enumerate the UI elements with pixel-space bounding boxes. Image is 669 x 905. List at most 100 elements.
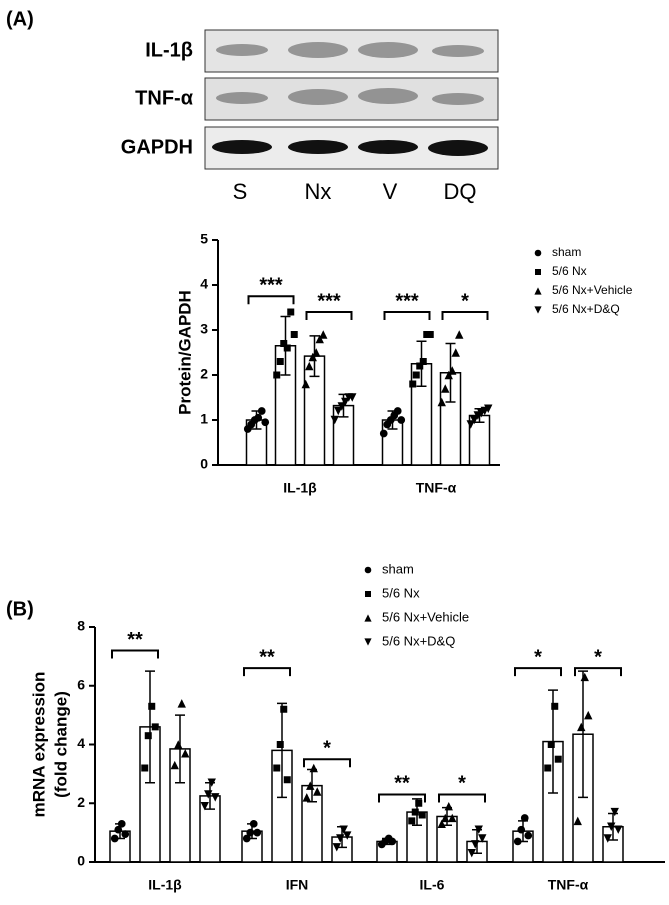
data-point — [437, 397, 446, 407]
data-point — [409, 380, 417, 388]
data-point — [513, 837, 522, 846]
blot-lane-label: V — [383, 179, 398, 204]
data-point — [444, 801, 453, 811]
data-point — [257, 407, 266, 415]
data-point — [484, 404, 493, 413]
significance-label: * — [458, 773, 466, 795]
x-tick-label: IL-6 — [420, 877, 445, 893]
data-point — [478, 834, 487, 843]
significance-label: *** — [395, 290, 419, 312]
significance-bracket — [247, 295, 295, 305]
blot-lane-label: Nx — [305, 179, 332, 204]
data-point — [554, 755, 562, 763]
significance-bracket — [305, 311, 353, 320]
data-point — [426, 331, 434, 338]
data-point — [341, 397, 350, 407]
y-axis-label: mRNA expression — [29, 672, 48, 818]
x-tick-label: IL-1β — [148, 877, 182, 893]
data-point — [534, 287, 542, 295]
data-point — [254, 413, 263, 422]
significance-bracket — [441, 311, 489, 320]
data-point — [319, 330, 328, 339]
data-point — [170, 760, 179, 770]
legend-label: 5/6 Nx — [552, 264, 587, 278]
data-point — [211, 793, 220, 802]
data-point — [246, 828, 255, 837]
data-point — [535, 269, 541, 275]
blot — [204, 29, 499, 170]
significance-label: ** — [127, 629, 143, 651]
significance-bracket — [111, 649, 159, 659]
data-point — [573, 816, 582, 826]
data-point — [455, 330, 464, 339]
significance-bracket — [303, 758, 351, 768]
data-point — [312, 348, 321, 357]
data-point — [419, 358, 427, 365]
data-point — [337, 402, 346, 411]
data-point — [393, 407, 402, 415]
bands — [212, 140, 488, 156]
data-point — [364, 638, 372, 646]
y-tick-label: 5 — [200, 231, 208, 247]
chart: 0 2 4 6 8 mRNA expression (fold change) IL-1β IF… — [29, 561, 665, 893]
data-point — [151, 723, 159, 731]
data-point — [249, 819, 258, 828]
y-tick-label: 4 — [200, 276, 208, 292]
data-point — [471, 840, 480, 849]
y-axis-label: Protein/GAPDH — [175, 290, 194, 415]
data-point — [524, 831, 533, 840]
significance-label: ** — [259, 646, 275, 668]
data-point — [547, 741, 555, 748]
significance-bracket — [514, 667, 562, 677]
data-point — [301, 379, 310, 389]
data-point — [470, 415, 479, 425]
blot-lane-label: DQ — [444, 179, 477, 204]
error-bar — [277, 702, 287, 799]
data-point — [204, 790, 213, 799]
data-point — [614, 825, 623, 834]
significance-label: *** — [259, 275, 283, 297]
data-point — [117, 819, 126, 828]
data-point — [330, 415, 339, 425]
data-point — [181, 749, 190, 758]
significance-bracket — [383, 311, 431, 320]
data-point — [365, 591, 371, 597]
data-point — [577, 722, 586, 732]
legend-label: sham — [552, 245, 581, 259]
x-tick-label: TNF-α — [416, 480, 457, 496]
data-point — [207, 778, 216, 787]
legend-label: sham — [382, 561, 414, 576]
data-point — [444, 370, 453, 380]
data-point — [348, 393, 357, 402]
x-tick-label: IFN — [286, 877, 309, 893]
data-point — [334, 406, 343, 416]
data-point — [418, 811, 426, 819]
y-tick-label: 2 — [77, 794, 85, 810]
data-point — [364, 614, 372, 622]
error-bar — [578, 670, 588, 799]
data-point — [441, 384, 450, 393]
data-point — [280, 340, 288, 347]
data-point — [534, 306, 542, 314]
legend-label: 5/6 Nx+Vehicle — [382, 609, 469, 624]
data-point — [544, 764, 552, 772]
data-point — [551, 702, 559, 710]
data-point — [607, 822, 616, 831]
data-point — [584, 710, 593, 720]
data-point — [200, 801, 209, 811]
data-point — [339, 825, 348, 834]
panel-label: (B) — [6, 598, 34, 620]
data-point — [309, 763, 318, 773]
data-point — [448, 366, 457, 375]
data-point — [336, 834, 345, 843]
data-point — [332, 843, 341, 852]
data-point — [315, 334, 324, 344]
data-point — [283, 776, 291, 784]
data-point — [280, 705, 288, 713]
data-point — [287, 308, 295, 316]
data-point — [466, 420, 475, 429]
data-point — [141, 764, 149, 772]
data-point — [379, 429, 388, 438]
blot-lane-label: S — [233, 179, 248, 204]
